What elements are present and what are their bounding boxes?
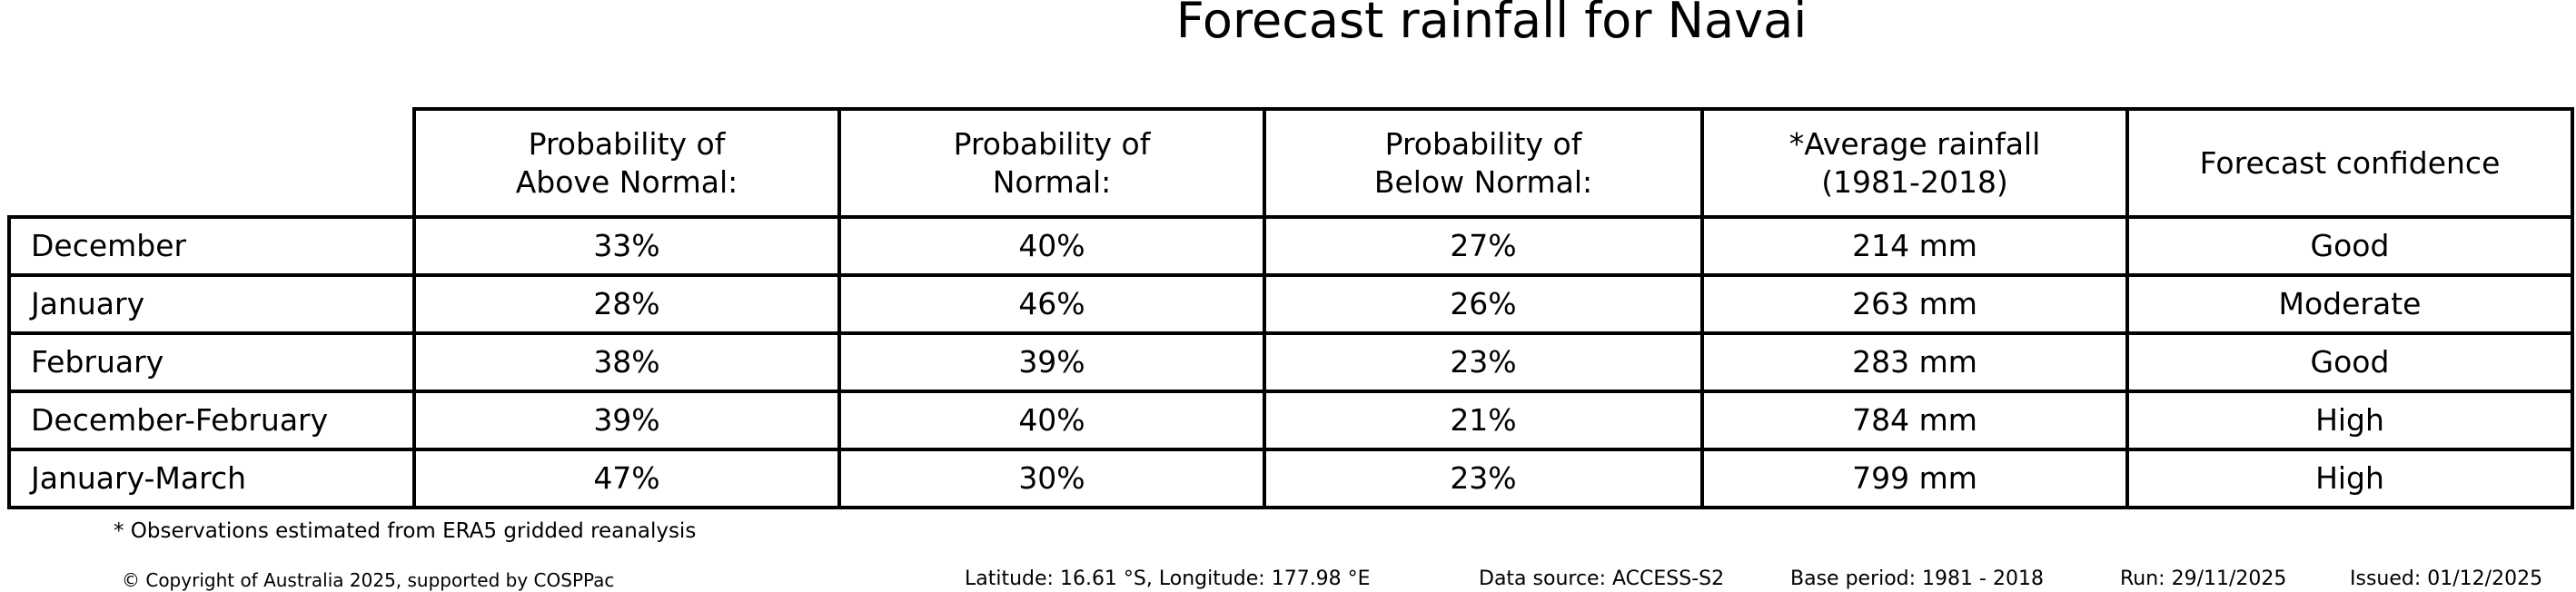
table-header-row: Probability of Above Normal: Probability…	[9, 107, 2574, 219]
confidence-value: Good	[2125, 331, 2574, 393]
below-normal-value: 23%	[1263, 331, 1704, 393]
average-rainfall-value: 799 mm	[1700, 448, 2129, 509]
data-source-text: Data source: ACCESS-S2	[1479, 567, 1725, 590]
normal-value: 40%	[837, 215, 1266, 277]
footnote: * Observations estimated from ERA5 gridd…	[114, 519, 697, 543]
normal-value: 30%	[837, 448, 1266, 509]
average-rainfall-value: 784 mm	[1700, 390, 2129, 451]
table-row-january: January 28% 46% 26% 263 mm Moderate	[7, 273, 2574, 335]
below-normal-value: 26%	[1263, 273, 1704, 335]
confidence-value: High	[2125, 390, 2574, 451]
table-row-december: December 33% 40% 27% 214 mm Good	[7, 215, 2574, 277]
average-rainfall-value: 263 mm	[1700, 273, 2129, 335]
normal-value: 46%	[837, 273, 1266, 335]
base-period-text: Base period: 1981 - 2018	[1790, 567, 2044, 590]
below-normal-value: 27%	[1263, 215, 1704, 277]
period-label: December-February	[7, 390, 416, 451]
header-above-normal: Probability of Above Normal:	[412, 107, 841, 219]
above-normal-value: 33%	[412, 215, 841, 277]
above-normal-value: 39%	[412, 390, 841, 451]
confidence-value: Moderate	[2125, 273, 2574, 335]
header-forecast-confidence: Forecast confidence	[2125, 107, 2574, 219]
issued-date-text: Issued: 01/12/2025	[2350, 567, 2543, 590]
above-normal-value: 47%	[412, 448, 841, 509]
table-row-january-march: January-March 47% 30% 23% 799 mm High	[7, 448, 2574, 509]
period-label: December	[7, 215, 416, 277]
above-normal-value: 28%	[412, 273, 841, 335]
period-label: January-March	[7, 448, 416, 509]
normal-value: 39%	[837, 331, 1266, 393]
page-title: Forecast rainfall for Navai	[1175, 0, 1808, 49]
period-label: January	[7, 273, 416, 335]
location-text: Latitude: 16.61 °S, Longitude: 177.98 °E	[965, 567, 1371, 590]
below-normal-value: 23%	[1263, 448, 1704, 509]
table-row-february: February 38% 39% 23% 283 mm Good	[7, 331, 2574, 393]
run-date-text: Run: 29/11/2025	[2120, 567, 2287, 590]
average-rainfall-value: 214 mm	[1700, 215, 2129, 277]
header-below-normal: Probability of Below Normal:	[1263, 107, 1704, 219]
forecast-table: Probability of Above Normal: Probability…	[7, 107, 2574, 509]
below-normal-value: 21%	[1263, 390, 1704, 451]
average-rainfall-value: 283 mm	[1700, 331, 2129, 393]
confidence-value: High	[2125, 448, 2574, 509]
header-normal: Probability of Normal:	[837, 107, 1266, 219]
confidence-value: Good	[2125, 215, 2574, 277]
above-normal-value: 38%	[412, 331, 841, 393]
table-row-december-february: December-February 39% 40% 21% 784 mm Hig…	[7, 390, 2574, 451]
copyright-text: © Copyright of Australia 2025, supported…	[122, 569, 615, 591]
header-average-rainfall: *Average rainfall (1981-2018)	[1700, 107, 2129, 219]
table-corner-blank	[9, 109, 414, 217]
period-label: February	[7, 331, 416, 393]
normal-value: 40%	[837, 390, 1266, 451]
